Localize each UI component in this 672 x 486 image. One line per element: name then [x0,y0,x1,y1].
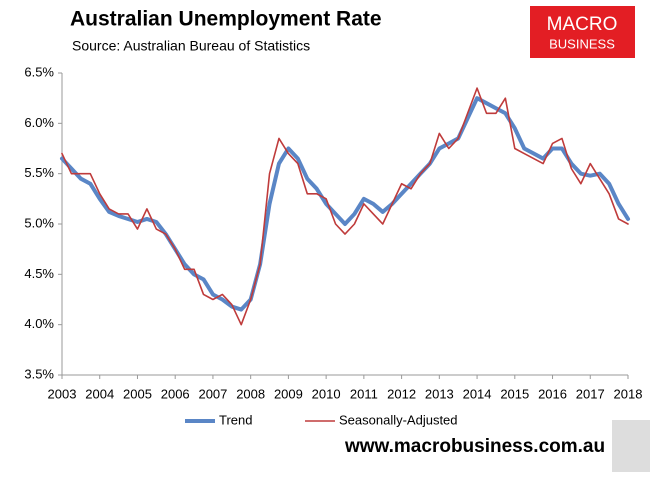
logo-image [612,420,650,472]
x-tick-label: 2018 [614,386,643,401]
x-tick-label: 2003 [48,386,77,401]
x-tick-label: 2013 [425,386,454,401]
x-tick-label: 2004 [85,386,114,401]
y-tick-label: 4.5% [24,266,54,281]
x-tick-label: 2016 [538,386,567,401]
legend-label: Seasonally-Adjusted [339,412,458,427]
y-tick-label: 4.0% [24,316,54,331]
y-tick-label: 5.0% [24,215,54,230]
x-tick-label: 2007 [198,386,227,401]
chart-subtitle: Source: Australian Bureau of Statistics [72,38,310,54]
website: www.macrobusiness.com.au [344,436,605,457]
legend-label: Trend [219,412,252,427]
x-tick-label: 2014 [463,386,492,401]
series-line [61,87,629,326]
logo-text: MACRO [547,14,618,35]
series-line [60,96,630,312]
chart-title: Australian Unemployment Rate [70,8,382,31]
y-tick-label: 5.5% [24,165,54,180]
x-tick-label: 2011 [350,386,378,401]
logo-text: BUSINESS [549,36,615,51]
x-tick-label: 2005 [123,386,152,401]
x-tick-label: 2009 [274,386,303,401]
x-tick-label: 2015 [500,386,529,401]
x-tick-label: 2008 [236,386,265,401]
x-tick-label: 2012 [387,386,416,401]
x-tick-label: 2006 [161,386,190,401]
x-tick-label: 2017 [576,386,605,401]
logo-box [530,6,635,58]
y-tick-label: 3.5% [24,366,54,381]
y-tick-label: 6.5% [24,64,54,79]
x-tick-label: 2010 [312,386,341,401]
y-tick-label: 6.0% [24,115,54,130]
